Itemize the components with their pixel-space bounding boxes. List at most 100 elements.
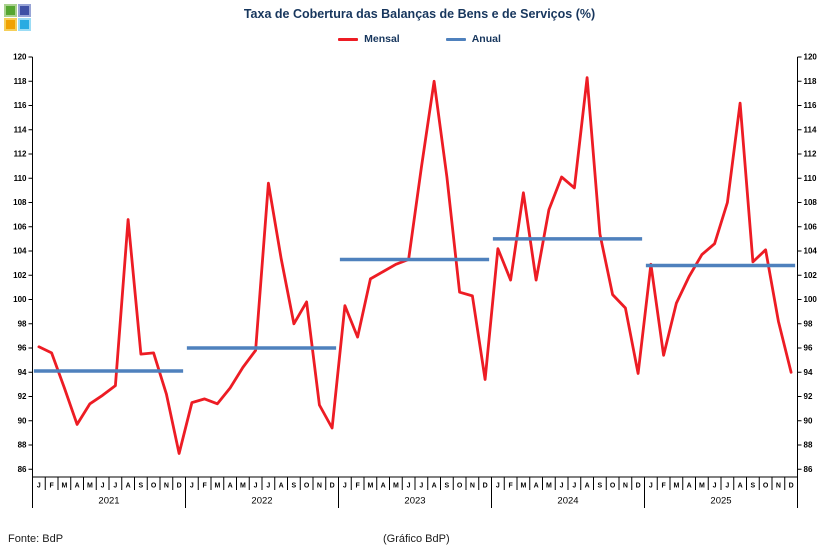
chart-title: Taxa de Cobertura das Balanças de Bens e… <box>243 7 596 21</box>
y-tick-label-left: 92 <box>18 392 27 401</box>
month-letter: M <box>673 483 679 490</box>
month-letter: J <box>407 483 411 490</box>
y-tick-label-right: 114 <box>804 125 817 134</box>
y-tick-label-left: 98 <box>18 319 27 328</box>
bpstat-logo <box>4 4 33 33</box>
month-letter: M <box>367 483 373 490</box>
month-letter: M <box>699 483 705 490</box>
legend-label-anual: Anual <box>471 33 501 45</box>
y-tick-label-right: 116 <box>804 101 817 110</box>
mensal-line-swatch <box>338 37 359 41</box>
month-letter: M <box>546 483 552 490</box>
month-letter: A <box>75 483 80 490</box>
y-tick-label-left: 116 <box>14 101 27 110</box>
month-letter: J <box>37 483 41 490</box>
month-letter: S <box>445 483 450 490</box>
y-tick-label-right: 108 <box>804 198 818 207</box>
y-tick-label-left: 118 <box>14 77 27 86</box>
month-letter: F <box>355 483 360 490</box>
month-letter: D <box>636 483 641 490</box>
legend-item-mensal: Mensal <box>338 33 400 45</box>
y-tick-label-left: 94 <box>18 368 27 377</box>
month-letter: F <box>202 483 207 490</box>
year-label: 2021 <box>98 496 119 507</box>
month-letter: F <box>661 483 666 490</box>
month-letter: J <box>419 483 423 490</box>
y-tick-label-left: 102 <box>13 271 27 280</box>
month-letter: J <box>343 483 347 490</box>
year-axis-row: 2021 2022 2023 2024 2025 <box>32 477 798 508</box>
month-letter: A <box>687 483 692 490</box>
month-letter: N <box>623 483 628 490</box>
month-letter: J <box>496 483 500 490</box>
month-letter: S <box>139 483 144 490</box>
legend-label-mensal: Mensal <box>364 33 400 45</box>
month-letter: S <box>598 483 603 490</box>
credit-note: (Gráfico BdP) <box>383 533 450 545</box>
y-tick-label-right: 102 <box>804 271 818 280</box>
y-tick-label-left: 100 <box>13 295 27 304</box>
month-letter: D <box>483 483 488 490</box>
logo-square-top-right <box>18 4 31 17</box>
month-letter: M <box>87 483 93 490</box>
month-letter: M <box>520 483 526 490</box>
month-letter: J <box>113 483 117 490</box>
month-letter: M <box>214 483 220 490</box>
logo-square-bottom-right <box>18 18 31 31</box>
logo-square-top-left <box>4 4 17 17</box>
month-letter: N <box>164 483 169 490</box>
y-tick-label-right: 100 <box>804 295 818 304</box>
year-label: 2025 <box>710 496 731 507</box>
y-tick-label-right: 86 <box>804 465 813 474</box>
month-letter: J <box>254 483 258 490</box>
month-letter: N <box>776 483 781 490</box>
month-letter: D <box>177 483 182 490</box>
month-letter: D <box>789 483 794 490</box>
y-tick-label-right: 110 <box>804 174 817 183</box>
year-label: 2023 <box>404 496 425 507</box>
y-tick-label-left: 90 <box>18 416 27 425</box>
y-tick-label-left: 86 <box>18 465 27 474</box>
month-letter: N <box>470 483 475 490</box>
y-tick-label-right: 98 <box>804 319 813 328</box>
month-letter: A <box>279 483 284 490</box>
y-tick-label-left: 114 <box>14 125 27 134</box>
month-letter: M <box>240 483 246 490</box>
month-letter: M <box>393 483 399 490</box>
y-tick-label-right: 118 <box>804 77 817 86</box>
y-tick-label-right: 88 <box>804 441 813 450</box>
legend: Mensal Anual <box>0 33 839 45</box>
month-letter: J <box>190 483 194 490</box>
month-letter: S <box>292 483 297 490</box>
y-tick-label-left: 106 <box>13 222 27 231</box>
year-label: 2022 <box>251 496 272 507</box>
y-tick-label-right: 106 <box>804 222 818 231</box>
month-letter: A <box>585 483 590 490</box>
mensal-series-line <box>37 76 793 455</box>
month-letter: A <box>534 483 539 490</box>
y-tick-label-left: 110 <box>14 174 27 183</box>
month-letter: S <box>751 483 756 490</box>
year-label: 2024 <box>557 496 578 507</box>
month-letter: A <box>126 483 131 490</box>
month-letter: O <box>304 483 310 490</box>
y-tick-label-left: 108 <box>13 198 27 207</box>
month-letter: O <box>151 483 157 490</box>
month-letter: J <box>266 483 270 490</box>
y-tick-label-right: 92 <box>804 392 813 401</box>
y-tick-label-right: 94 <box>804 368 813 377</box>
y-tick-label-left: 96 <box>18 344 27 353</box>
month-letter: D <box>330 483 335 490</box>
legend-item-anual: Anual <box>445 33 501 45</box>
month-letter: A <box>228 483 233 490</box>
month-letter: O <box>457 483 463 490</box>
month-letter: A <box>738 483 743 490</box>
month-letter: N <box>317 483 322 490</box>
month-letter: A <box>381 483 386 490</box>
y-tick-label-right: 120 <box>804 53 818 62</box>
month-letter: J <box>101 483 105 490</box>
y-tick-label-left: 120 <box>13 53 27 62</box>
